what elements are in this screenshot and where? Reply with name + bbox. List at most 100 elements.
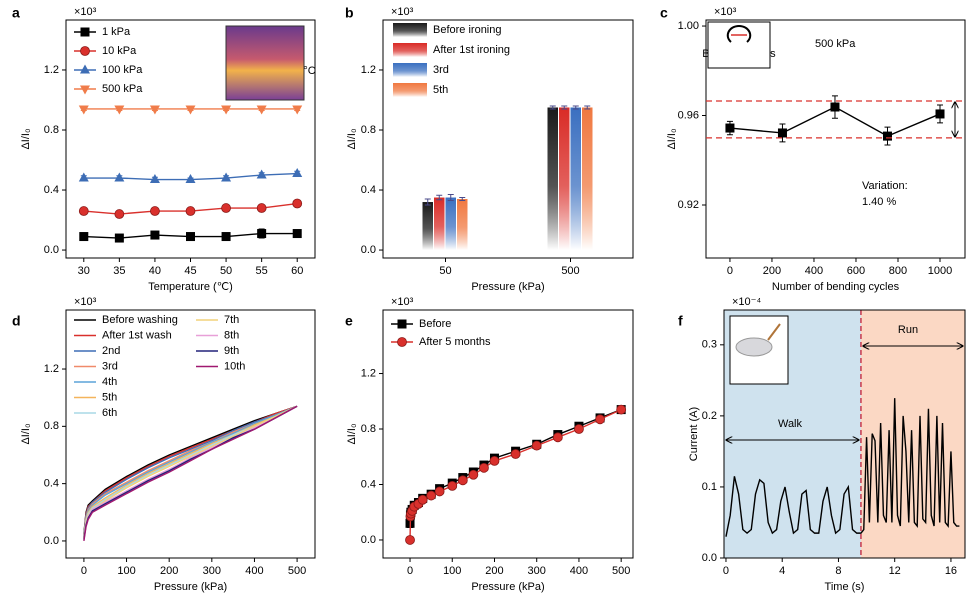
legend-label: 1 kPa <box>102 26 131 38</box>
series-line <box>409 408 622 524</box>
x-tick-label: 100 <box>443 565 461 577</box>
marker <box>256 203 267 213</box>
marker <box>417 494 428 505</box>
background-layer <box>724 310 965 558</box>
y-tick-label: 0.3 <box>702 339 717 351</box>
marker <box>149 174 160 184</box>
multiplier: ×10⁻⁴ <box>732 296 761 308</box>
marker <box>186 232 195 242</box>
x-axis-label: Temperature (℃) <box>148 281 233 293</box>
x-tick-label: 35 <box>113 265 125 277</box>
legend-label: 10th <box>224 360 245 372</box>
marker <box>256 169 267 179</box>
legend-label: 4th <box>102 376 117 388</box>
marker <box>114 233 124 243</box>
x-axis-label: Pressure (kPa) <box>154 581 227 593</box>
legend-label: 3rd <box>433 64 449 76</box>
x-tick-label: 0 <box>81 565 87 577</box>
x-tick-label: 0 <box>727 265 733 277</box>
series-line <box>725 398 960 537</box>
annotation: Variation: <box>862 180 908 192</box>
x-axis-label: Number of bending cycles <box>772 281 900 293</box>
x-tick-label: 500 <box>288 565 306 577</box>
marker <box>292 198 303 209</box>
marker <box>257 229 267 239</box>
x-axis-label: Pressure (kPa) <box>471 281 544 293</box>
plot-frame <box>382 309 634 559</box>
marker <box>114 209 125 219</box>
y-tick-label: 0.4 <box>361 478 376 490</box>
y-tick-label: 0.8 <box>44 124 59 136</box>
marker <box>935 109 945 119</box>
bar <box>445 197 456 251</box>
legend-label: After 1st ironing <box>433 44 510 56</box>
series-line <box>83 405 298 540</box>
x-axis-label: Pressure (kPa) <box>471 581 544 593</box>
marker <box>292 229 302 239</box>
marker <box>185 206 196 216</box>
marker <box>80 85 90 95</box>
legend-swatch <box>393 63 427 77</box>
y-tick-label: 1.00 <box>678 20 699 32</box>
x-axis-label: Time (s) <box>825 581 865 593</box>
marker <box>457 475 468 486</box>
run-region <box>860 310 965 558</box>
sock-icon <box>735 337 773 357</box>
multiplier: ×10³ <box>74 6 97 18</box>
series-line <box>83 405 298 539</box>
marker <box>114 105 125 115</box>
y-tick-label: 1.2 <box>361 64 376 76</box>
y-tick-label: 0.2 <box>702 410 717 422</box>
x-tick-label: 60 <box>291 265 303 277</box>
marker <box>256 105 267 115</box>
error-bar <box>459 197 466 202</box>
marker <box>468 469 479 480</box>
marker <box>616 404 627 415</box>
x-tick-label: 0 <box>723 565 729 577</box>
marker <box>185 174 196 184</box>
marker <box>79 232 89 242</box>
bar <box>582 107 593 251</box>
marker <box>292 168 303 178</box>
x-tick-label: 12 <box>889 565 901 577</box>
bar <box>457 199 468 251</box>
marker <box>150 230 160 240</box>
marker <box>531 440 542 451</box>
y-tick-label: 0.4 <box>44 184 59 196</box>
error-bar <box>436 194 443 201</box>
series-line <box>83 405 298 539</box>
error-bar <box>584 105 591 110</box>
panel-label: c <box>660 5 668 21</box>
y-tick-label: 1.2 <box>361 367 376 379</box>
series-line <box>83 405 298 534</box>
series-line <box>83 405 298 540</box>
x-tick-label: 50 <box>439 265 451 277</box>
series-line <box>83 405 298 537</box>
multiplier: ×10³ <box>714 6 737 18</box>
y-axis-label: ΔI/I₀ <box>20 423 32 444</box>
thermal-image <box>225 25 305 101</box>
legend-label: 5th <box>102 391 117 403</box>
x-tick-label: 800 <box>889 265 907 277</box>
x-tick-label: 40 <box>149 265 161 277</box>
y-tick-label: 0.4 <box>361 184 376 196</box>
legend-label: 500 kPa <box>102 83 143 95</box>
marker <box>221 172 232 182</box>
x-tick-label: 400 <box>805 265 823 277</box>
plot-frame <box>705 19 966 259</box>
y-axis-label: ΔI/I₀ <box>346 128 358 149</box>
x-tick-label: 55 <box>256 265 268 277</box>
legend-label: 6th <box>102 407 117 419</box>
x-tick-label: 300 <box>203 565 221 577</box>
x-tick-label: 8 <box>835 565 841 577</box>
y-tick-label: 0.4 <box>44 478 59 490</box>
error-bar <box>572 105 579 110</box>
y-axis-label: ΔI/I₀ <box>20 128 32 149</box>
panel-label: b <box>345 5 354 21</box>
error-bar <box>424 198 431 206</box>
y-tick-label: 1.2 <box>44 64 59 76</box>
legend-swatch <box>393 83 427 97</box>
y-tick-label: 0.92 <box>678 199 699 211</box>
marker <box>80 46 90 56</box>
